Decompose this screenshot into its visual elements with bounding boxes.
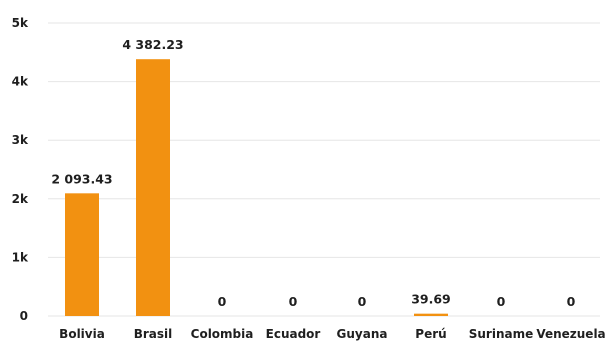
bars — [65, 59, 448, 316]
data-label: 0 — [567, 294, 576, 309]
gridlines — [48, 22, 600, 317]
y-tick-label: 4k — [12, 75, 29, 89]
y-tick-label: 3k — [12, 133, 29, 147]
x-category-label: Brasil — [134, 327, 173, 341]
y-tick-label: 1k — [12, 250, 29, 264]
x-category-label: Bolivia — [59, 327, 105, 341]
data-label: 0 — [358, 294, 367, 309]
data-label: 0 — [218, 294, 227, 309]
x-axis-category-labels: Bolivia Brasil Colombia Ecuador Guyana Perú Su… — [59, 327, 605, 341]
data-label: 0 — [497, 294, 506, 309]
y-tick-label: 0 — [20, 309, 28, 323]
data-label: 2 093.43 — [51, 171, 112, 186]
data-label: 39.69 — [411, 292, 451, 307]
y-axis-tick-labels: 0 1k 2k 3k 4k 5k — [12, 16, 29, 323]
x-category-label: Venezuela — [536, 327, 605, 341]
bar-per- — [414, 313, 448, 316]
data-label: 4 382.23 — [122, 37, 183, 52]
data-labels: 2 093.43 4 382.23 0 0 0 39.69 0 0 — [51, 37, 575, 309]
bar-bolivia — [65, 193, 99, 316]
x-category-label: Perú — [415, 327, 446, 341]
x-category-label: Ecuador — [266, 327, 321, 341]
x-category-label: Suriname — [469, 327, 534, 341]
bar-brasil — [136, 59, 170, 316]
data-label: 0 — [289, 294, 298, 309]
x-category-label: Guyana — [337, 327, 388, 341]
y-tick-label: 2k — [12, 192, 29, 206]
y-tick-label: 5k — [12, 16, 29, 30]
x-category-label: Colombia — [191, 327, 254, 341]
